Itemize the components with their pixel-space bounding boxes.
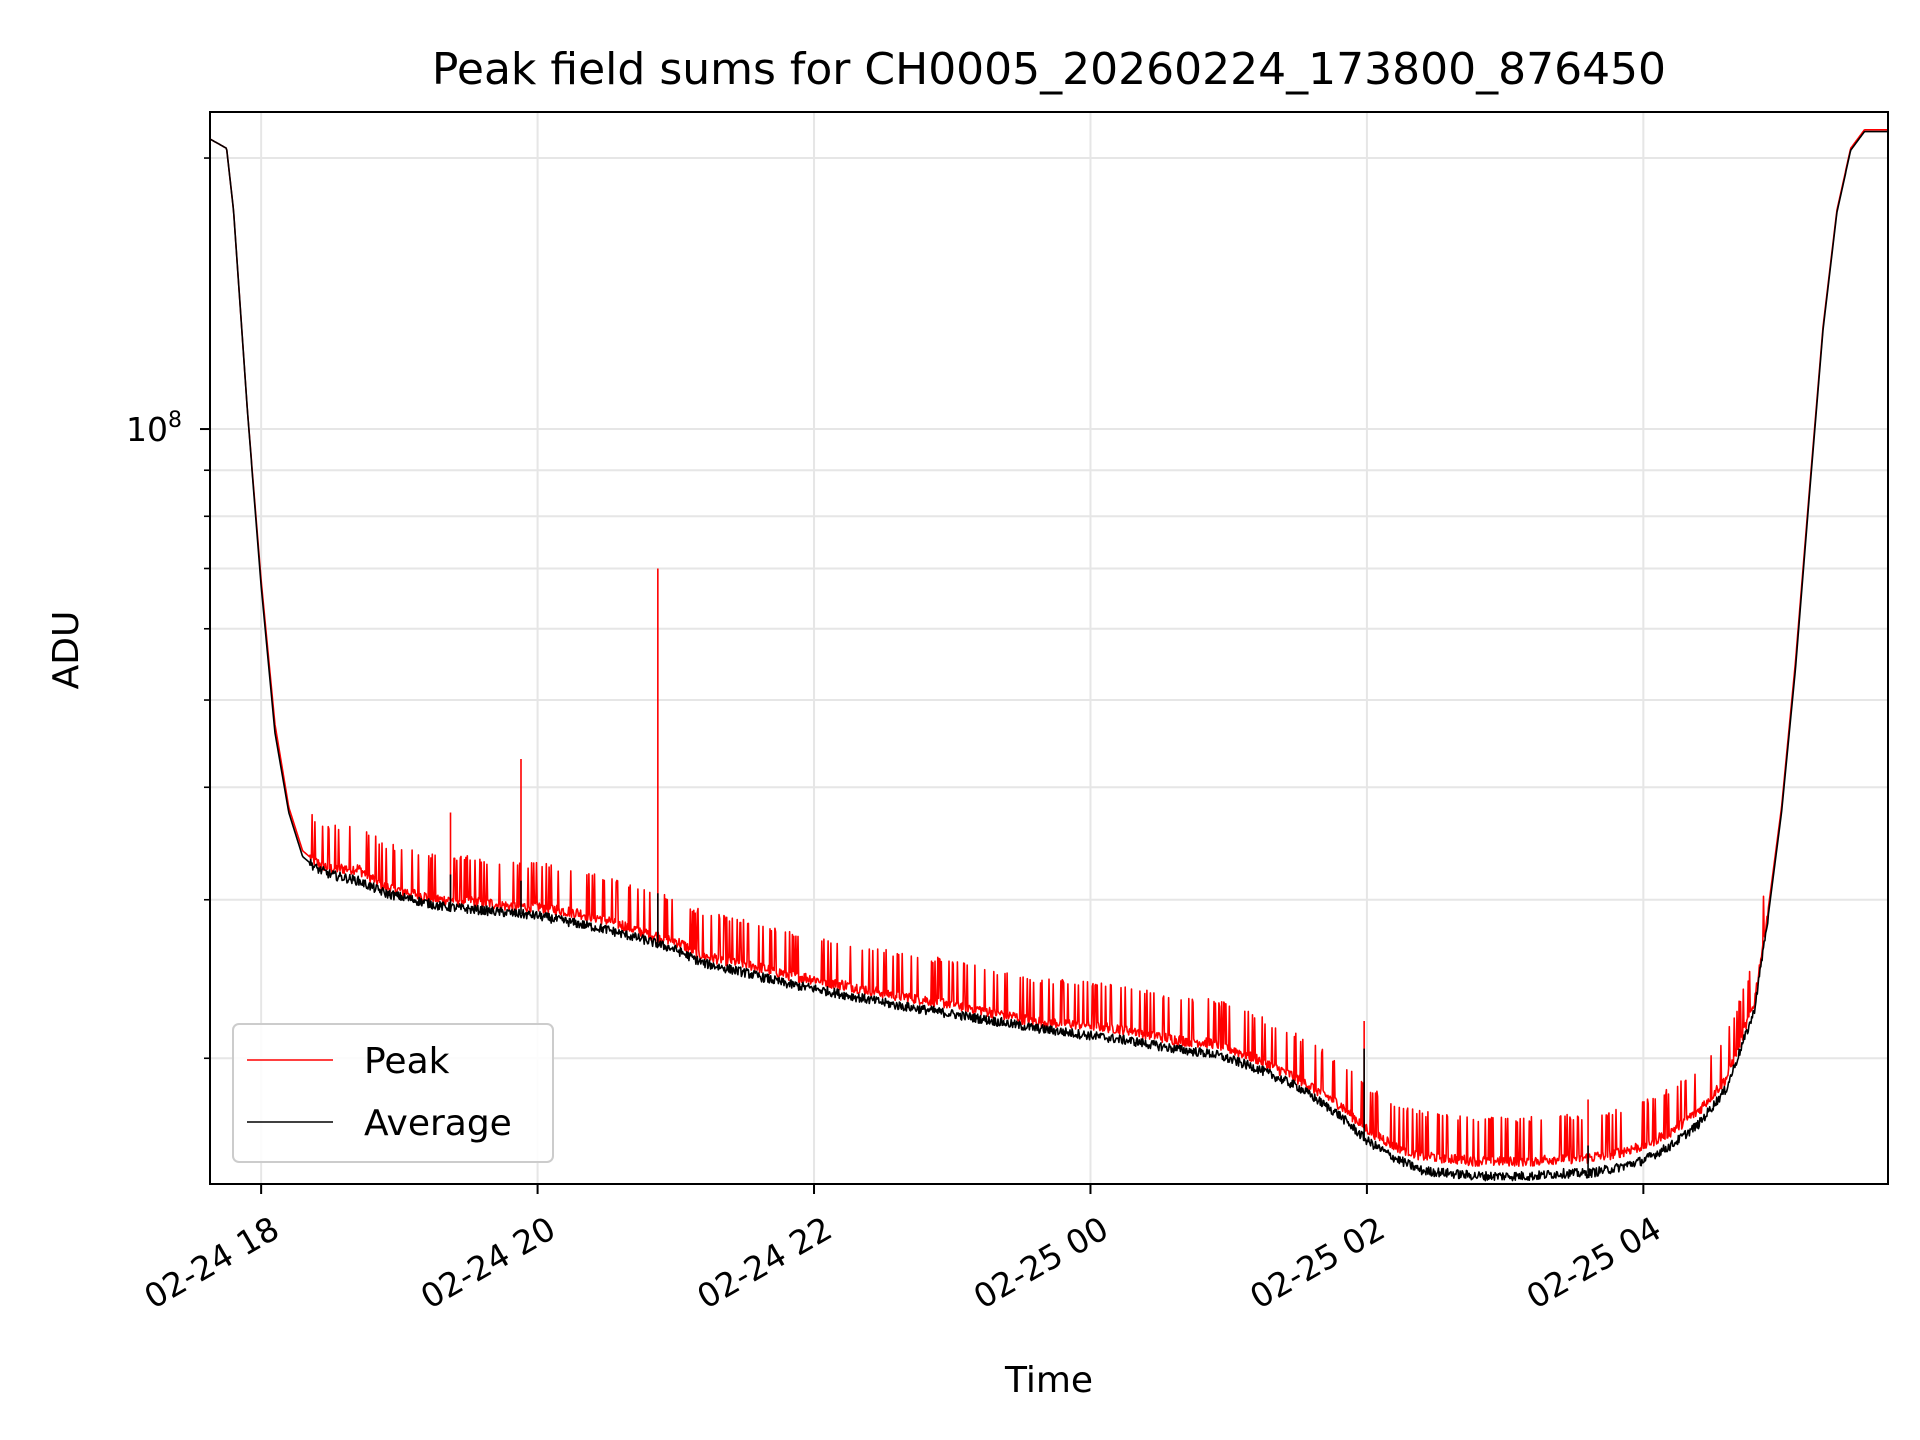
legend-box: [232, 1023, 554, 1163]
x-axis-label: Time: [1004, 1360, 1093, 1401]
legend: Peak Average: [232, 1023, 554, 1163]
y-axis-label: ADU: [46, 611, 87, 690]
series-line-average: [209, 130, 1889, 1182]
legend-peak-label: Peak: [364, 1041, 450, 1082]
legend-average-label: Average: [364, 1103, 512, 1144]
series-line-peak: [209, 129, 1889, 1167]
chart-title: Peak field sums for CH0005_20260224_1738…: [432, 44, 1666, 95]
series-layer: [209, 129, 1889, 1182]
plot-frame: [209, 111, 1889, 1185]
y-major-tick-label: 108: [126, 408, 182, 449]
